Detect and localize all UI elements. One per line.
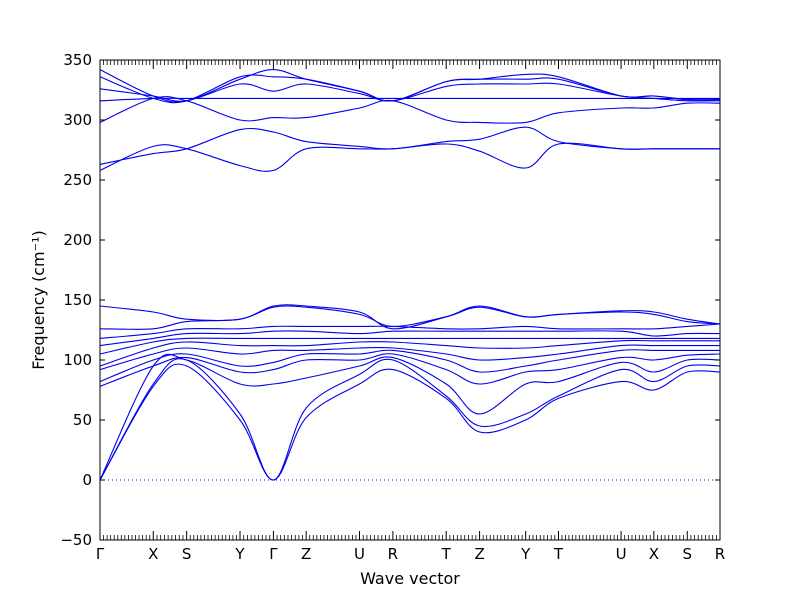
band-line-7 (99, 339, 720, 367)
x-tick-label: Γ (269, 545, 278, 563)
plot-frame (99, 59, 721, 541)
x-tick-label: Γ (96, 545, 105, 563)
y-tick-label: 100 (63, 351, 92, 369)
band-line-8 (99, 337, 720, 355)
y-axis-label: Frequency (cm⁻¹) (29, 230, 48, 369)
band-line-17 (99, 82, 721, 102)
band-line-6 (99, 344, 720, 371)
band-line-4 (99, 353, 721, 387)
x-tick-label: X (148, 545, 158, 563)
band-line-19 (99, 69, 721, 103)
x-tick-label: X (649, 545, 659, 563)
x-tick-label: U (354, 545, 365, 563)
x-tick-label: T (441, 545, 452, 563)
x-tick-label: S (182, 545, 192, 563)
band-line-16 (99, 97, 720, 102)
band-line-3 (99, 353, 721, 481)
y-tick-label: 200 (63, 231, 92, 249)
band-line-11 (99, 305, 721, 330)
x-tick-label: U (616, 545, 627, 563)
x-tick-label: Y (520, 545, 531, 563)
band-line-9 (99, 330, 721, 347)
x-tick-label: T (553, 545, 564, 563)
band-line-1 (99, 363, 721, 481)
y-tick-label: 300 (63, 111, 92, 129)
y-tick-label: 350 (63, 51, 92, 69)
band-line-12 (99, 304, 721, 330)
band-line-14 (99, 126, 720, 165)
x-tick-label: R (715, 545, 725, 563)
x-tick-label: Z (301, 545, 311, 563)
x-tick-label: Z (474, 545, 484, 563)
y-tick-label: 0 (82, 471, 92, 489)
band-line-15 (99, 96, 721, 124)
y-tick-label: 50 (73, 411, 92, 429)
band-line-5 (99, 349, 720, 383)
band-line-10 (99, 323, 721, 339)
x-tick-label: R (388, 545, 398, 563)
x-tick-label: S (682, 545, 692, 563)
y-tick-label: 250 (63, 171, 92, 189)
band-line-2 (99, 358, 721, 481)
x-tick-label: Y (234, 545, 245, 563)
x-axis-label: Wave vector (360, 569, 460, 588)
y-tick-label: 150 (63, 291, 92, 309)
y-tick-label: −50 (60, 531, 92, 549)
